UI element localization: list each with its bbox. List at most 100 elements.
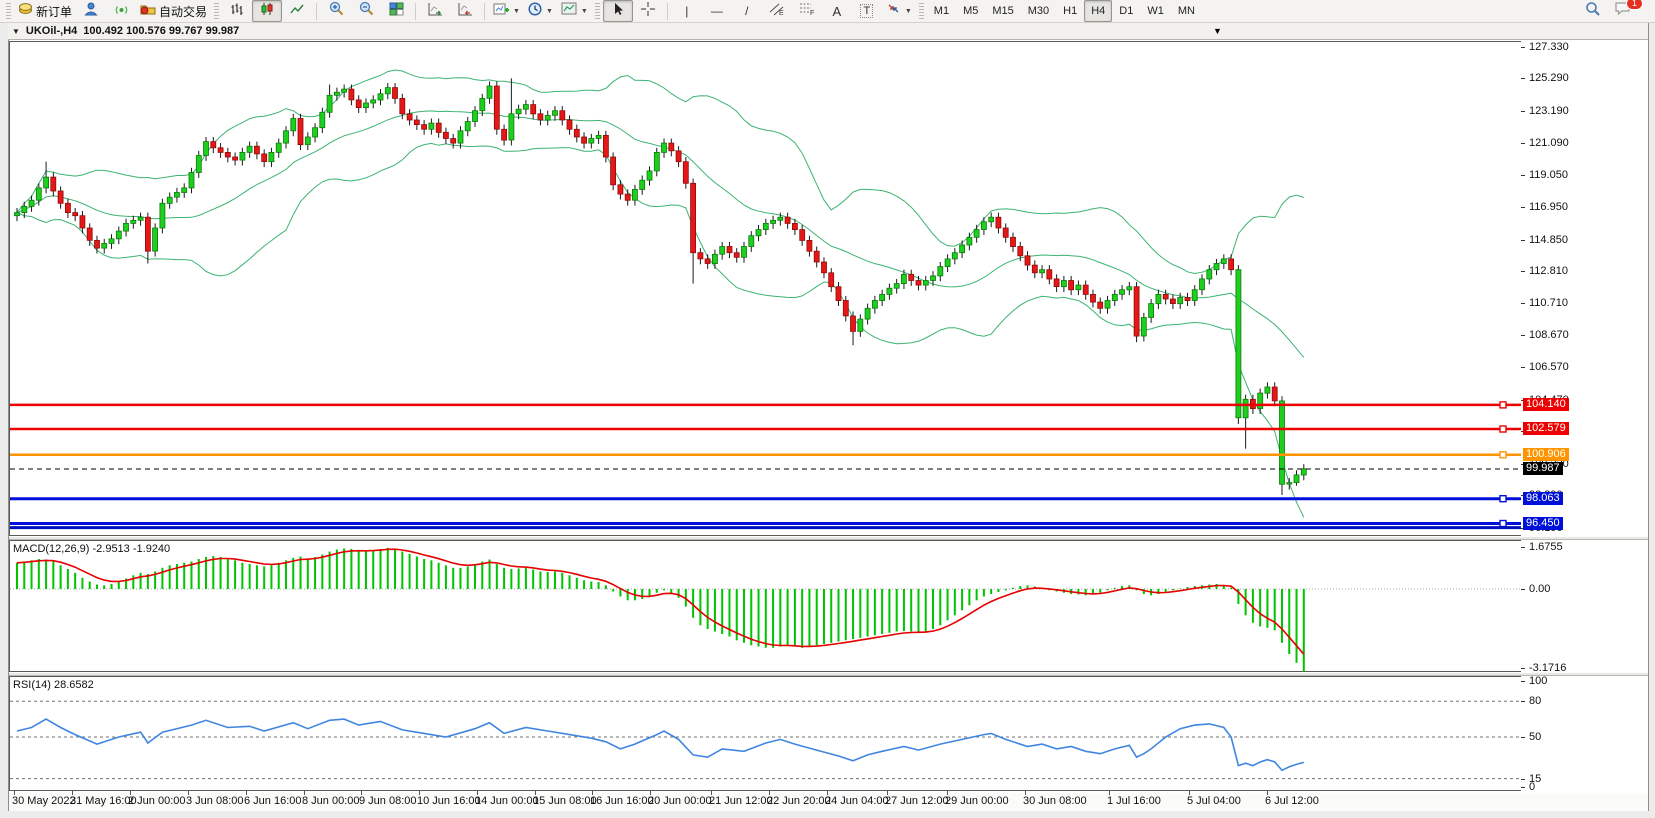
axis-tick: [1521, 303, 1525, 304]
templates-button[interactable]: ▼: [557, 0, 592, 22]
arrows-button[interactable]: ▼: [882, 0, 916, 22]
time-axis[interactable]: 30 May 2022 31 May 16:00 2 Jun 00:00 3 Jun …: [9, 791, 1648, 811]
crosshair-button[interactable]: [633, 0, 663, 22]
timeframe-H4[interactable]: H4: [1084, 0, 1113, 22]
price-badge-104.140: 104.140: [1523, 398, 1569, 411]
tile-windows-button[interactable]: [381, 0, 411, 22]
auto-scroll-button[interactable]: [420, 0, 450, 22]
svg-text:F: F: [810, 10, 814, 16]
axis-tick: [1521, 47, 1525, 48]
auto-scroll-icon: [428, 2, 443, 21]
periods-button[interactable]: ▼: [524, 0, 557, 22]
price-axis-label: 114.850: [1529, 234, 1568, 246]
macd-pane[interactable]: [9, 540, 1522, 672]
auto-trading-label: 自动交易: [159, 4, 208, 19]
time-axis-tick: [1189, 791, 1190, 795]
pane-splitter[interactable]: [9, 672, 1648, 676]
equidistant-channel-button[interactable]: E: [762, 0, 792, 22]
signal-button[interactable]: [106, 0, 136, 22]
candlestick-icon: [260, 2, 274, 21]
rsi-axis-label: 15: [1529, 773, 1542, 785]
time-axis-tick: [188, 791, 189, 795]
chart-shift-button[interactable]: [450, 0, 480, 22]
pane-splitter[interactable]: [9, 536, 1648, 540]
channel-icon: E: [769, 2, 785, 21]
collapse-arrow-icon[interactable]: ▼: [12, 26, 20, 36]
notifications-button[interactable]: 1: [1608, 0, 1643, 22]
timeframe-H1[interactable]: H1: [1063, 5, 1078, 17]
vertical-line-icon: |: [685, 4, 689, 18]
template-icon: [561, 2, 577, 20]
price-axis[interactable]: 127.330 125.290 123.190 121.090 119.050 116.9…: [1521, 41, 1648, 793]
bar-chart-button[interactable]: [222, 0, 252, 22]
time-axis-tick: [130, 791, 131, 795]
toolbar-grip[interactable]: [918, 3, 924, 19]
community-button[interactable]: [76, 0, 106, 22]
toolbar-grip[interactable]: [6, 3, 11, 19]
rsi-label: RSI(14) 28.6582: [13, 679, 94, 691]
auto-trading-button[interactable]: 自动交易: [136, 0, 211, 22]
axis-tick: [1521, 681, 1525, 682]
price-axis-label: 106.570: [1529, 361, 1569, 373]
price-axis-label: 125.290: [1529, 72, 1569, 84]
timeframe-M5[interactable]: M5: [963, 5, 979, 17]
timeframe-W1[interactable]: W1: [1147, 5, 1164, 17]
main-chart-pane[interactable]: [9, 41, 1522, 536]
axis-tick: [1521, 668, 1525, 669]
fibonacci-button[interactable]: F: [792, 0, 822, 22]
new-order-button[interactable]: 新订单: [14, 0, 76, 22]
candlestick-chart-button[interactable]: [252, 0, 283, 22]
search-icon: [1585, 1, 1601, 22]
chart-titlebar[interactable]: ▼ UKOil-,H4 100.492 100.576 99.767 99.98…: [8, 23, 1648, 40]
text-button[interactable]: A: [822, 0, 852, 22]
time-axis-label: 15 Jun 08:00: [533, 795, 597, 807]
time-axis-tick: [769, 791, 770, 795]
time-axis-tick: [1109, 791, 1110, 795]
main-toolbar: 新订单 自动交易: [0, 0, 1655, 23]
window-edge: [0, 811, 1655, 818]
text-label-button[interactable]: T: [852, 0, 882, 22]
text-icon: A: [832, 3, 842, 19]
new-chart-button[interactable]: ▼: [489, 0, 524, 22]
person-icon: [83, 2, 99, 21]
price-badge-99.987: 99.987: [1523, 462, 1563, 475]
rsi-pane[interactable]: [9, 676, 1522, 791]
time-axis-label: 5 Jul 04:00: [1187, 795, 1241, 807]
price-axis-label: 121.090: [1529, 137, 1569, 149]
timeframe-D1[interactable]: D1: [1119, 5, 1134, 17]
axis-tick: [1521, 143, 1525, 144]
toolbar-grip[interactable]: [214, 3, 220, 19]
time-axis-tick: [947, 791, 948, 795]
timeframe-M15[interactable]: M15: [992, 5, 1014, 17]
timeframe-group: M1 M5 M15 M30 H1 H4 D1 W1 MN: [927, 0, 1202, 22]
vertical-line-button[interactable]: |: [672, 0, 702, 22]
search-button[interactable]: [1578, 0, 1608, 22]
bar-chart-icon: [230, 2, 244, 21]
auto-trading-icon: [140, 2, 156, 20]
trendline-button[interactable]: /: [732, 0, 762, 22]
last-bar-marker-icon: ▼: [1213, 26, 1222, 36]
timeframe-MN[interactable]: MN: [1177, 5, 1195, 17]
axis-tick: [1521, 779, 1525, 780]
price-badge-102.579: 102.579: [1523, 422, 1569, 435]
toolbar-grip[interactable]: [594, 3, 600, 19]
time-axis-tick: [827, 791, 828, 795]
notification-badge: 1: [1626, 0, 1643, 10]
zoom-in-button[interactable]: [321, 0, 351, 22]
axis-tick: [1521, 335, 1525, 336]
time-axis-label: 22 Jun 20:00: [767, 795, 831, 807]
zoom-out-button[interactable]: [351, 0, 381, 22]
cursor-button[interactable]: [602, 0, 633, 22]
macd-axis-label: 0.00: [1529, 583, 1551, 595]
time-axis-label: 6 Jul 12:00: [1265, 795, 1319, 807]
timeframe-M30[interactable]: M30: [1027, 5, 1050, 17]
time-axis-tick: [711, 791, 712, 795]
toolbar-separator: [415, 2, 417, 20]
axis-tick: [1521, 271, 1525, 272]
timeframe-M1[interactable]: M1: [933, 5, 950, 17]
line-chart-button[interactable]: [282, 0, 312, 22]
price-badge-96.450: 96.450: [1523, 517, 1563, 530]
new-chart-icon: [493, 2, 510, 21]
horizontal-line-button[interactable]: —: [702, 0, 732, 22]
